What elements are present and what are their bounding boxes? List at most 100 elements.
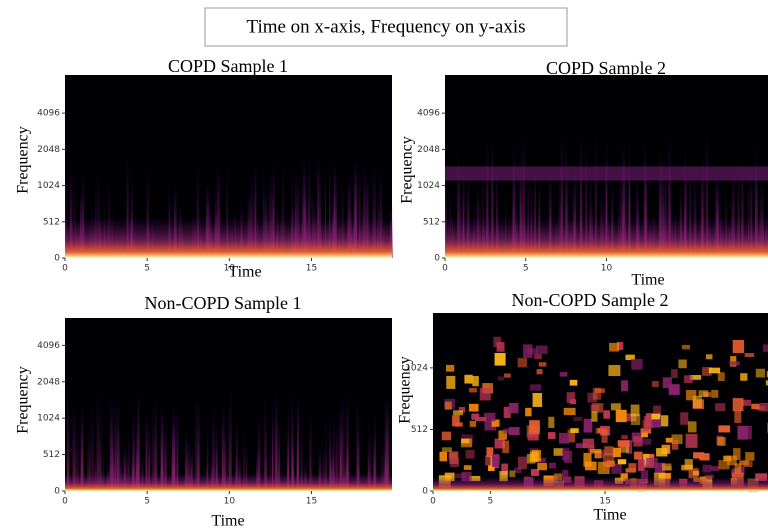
texture — [441, 431, 452, 441]
texture — [609, 342, 620, 352]
texture — [388, 394, 390, 491]
texture — [503, 406, 511, 419]
texture — [737, 466, 745, 476]
texture — [212, 401, 215, 491]
texture — [255, 152, 257, 258]
texture — [341, 176, 344, 258]
texture — [654, 462, 666, 475]
y-tick-label: 512 — [423, 217, 440, 227]
y-tick-label: 1024 — [405, 363, 428, 373]
texture — [595, 428, 607, 434]
texture — [628, 130, 631, 258]
texture — [597, 461, 610, 474]
y-tick-label: 0 — [54, 487, 60, 497]
texture — [329, 150, 331, 258]
texture — [732, 398, 744, 412]
texture — [589, 156, 592, 258]
chart-title: Non-COPD Sample 2 — [512, 290, 669, 310]
texture — [309, 411, 313, 491]
spectrogram — [433, 313, 768, 493]
texture — [225, 159, 229, 258]
texture — [530, 173, 533, 258]
texture — [357, 435, 359, 491]
x-tick-label: 0 — [430, 497, 436, 507]
texture — [275, 386, 278, 491]
texture — [741, 157, 744, 258]
texture — [731, 176, 733, 258]
texture — [197, 429, 199, 491]
texture — [113, 450, 117, 491]
texture — [671, 434, 683, 445]
texture — [575, 443, 588, 449]
texture — [734, 410, 742, 423]
texture — [262, 152, 265, 258]
texture — [126, 150, 129, 258]
texture — [449, 176, 451, 258]
texture — [349, 176, 352, 258]
texture — [483, 412, 496, 422]
texture — [659, 170, 662, 258]
texture — [751, 403, 760, 410]
texture — [625, 172, 627, 258]
x-axis-label: Time — [631, 272, 664, 289]
texture — [282, 154, 285, 258]
texture — [732, 339, 745, 354]
texture — [216, 163, 220, 258]
x-tick-label: 10 — [224, 497, 236, 507]
texture — [222, 396, 225, 491]
texture — [465, 450, 475, 459]
x-tick-label: 5 — [523, 264, 529, 274]
texture — [456, 146, 460, 258]
texture — [286, 432, 290, 491]
texture — [619, 443, 629, 453]
texture — [750, 156, 753, 258]
x-tick-label: 10 — [224, 264, 236, 274]
texture — [651, 380, 659, 388]
texture — [718, 425, 731, 433]
x-tick-label: 5 — [487, 497, 493, 507]
texture — [488, 465, 495, 472]
y-axis-label: Frequency — [397, 356, 414, 424]
texture — [253, 164, 257, 258]
texture — [625, 354, 635, 361]
texture — [716, 164, 718, 258]
texture — [509, 470, 516, 478]
texture — [98, 405, 102, 491]
texture — [257, 413, 261, 491]
texture — [527, 170, 530, 258]
texture — [678, 359, 687, 369]
texture — [529, 384, 542, 391]
texture — [475, 416, 487, 422]
texture — [131, 452, 134, 491]
texture — [671, 439, 679, 450]
texture — [689, 375, 702, 380]
texture — [336, 414, 338, 491]
texture — [452, 415, 460, 427]
y-tick-label: 1024 — [417, 181, 440, 191]
texture — [579, 132, 583, 258]
texture — [439, 451, 448, 462]
texture — [65, 155, 67, 258]
texture — [561, 447, 570, 461]
texture — [566, 392, 576, 403]
texture — [296, 171, 300, 258]
x-axis-label: Time — [228, 264, 261, 281]
texture — [594, 129, 597, 258]
texture — [243, 426, 245, 491]
texture — [504, 373, 511, 378]
texture — [498, 430, 507, 440]
texture — [124, 450, 128, 491]
texture — [338, 408, 341, 491]
spectrogram — [65, 318, 392, 491]
texture — [640, 438, 652, 445]
texture — [634, 451, 643, 460]
texture — [154, 403, 156, 491]
y-tick-label: 2048 — [37, 377, 60, 387]
texture — [741, 399, 752, 406]
texture — [467, 170, 471, 258]
texture — [537, 462, 548, 471]
texture — [693, 452, 705, 459]
texture — [538, 362, 547, 367]
texture — [468, 403, 479, 412]
texture — [642, 453, 650, 465]
